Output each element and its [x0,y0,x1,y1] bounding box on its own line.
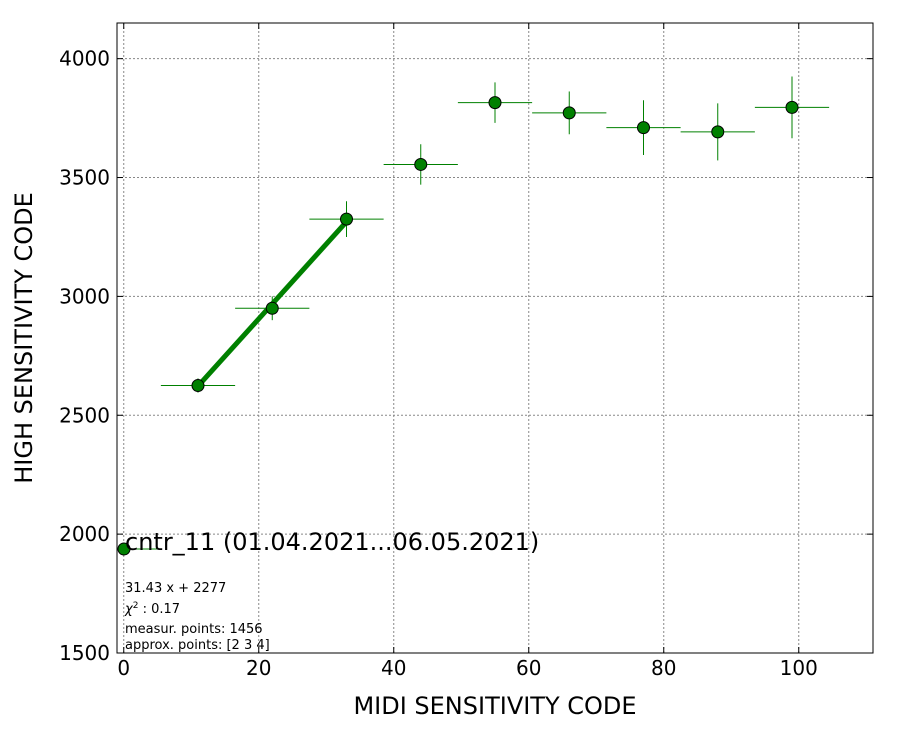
x-axis-title: MIDI SENSITIVITY CODE [353,692,636,720]
data-point [637,121,650,135]
fit-annotations: 31.43 x + 2277 χ2 : 0.17 measur. points:… [124,581,270,653]
y-tick-label: 4000 [59,47,110,71]
data-point [711,125,725,139]
chi-square: χ2 : 0.17 [124,601,180,617]
x-tick-label: 0 [117,656,130,680]
y-tick-label: 3500 [59,166,110,190]
data-point [562,106,576,120]
x-tick-label: 100 [780,656,818,680]
legend: cntr_11 (01.04.2021...06.05.2021) [117,528,539,556]
grid [117,23,873,654]
plot-frame [116,22,874,654]
approx-points: approx. points: [2 3 4] [125,638,270,653]
data-point [191,379,205,393]
legend-label: cntr_11 (01.04.2021...06.05.2021) [125,528,539,556]
y-tick-label: 3000 [59,284,110,308]
data-point [488,96,502,110]
fit-equation: 31.43 x + 2277 [125,581,226,596]
data-point [414,157,428,171]
data-point [265,301,279,315]
data-point [340,212,353,226]
legend-marker [117,542,131,556]
y-tick-label: 2000 [59,522,110,546]
y-tick-label: 2500 [59,403,110,427]
data-point [785,100,799,114]
axis-ticks: 0 20 40 60 80 100 1500 2000 2500 3000 3500 4000 [59,23,873,680]
measured-points: measur. points: 1456 [125,622,263,637]
y-tick-label: 1500 [59,641,110,665]
x-tick-label: 60 [516,656,541,680]
data-points [191,96,799,393]
y-axis-title: HIGH SENSITIVITY CODE [10,192,38,484]
x-tick-label: 40 [381,656,406,680]
x-tick-label: 20 [246,656,271,680]
x-tick-label: 80 [651,656,676,680]
